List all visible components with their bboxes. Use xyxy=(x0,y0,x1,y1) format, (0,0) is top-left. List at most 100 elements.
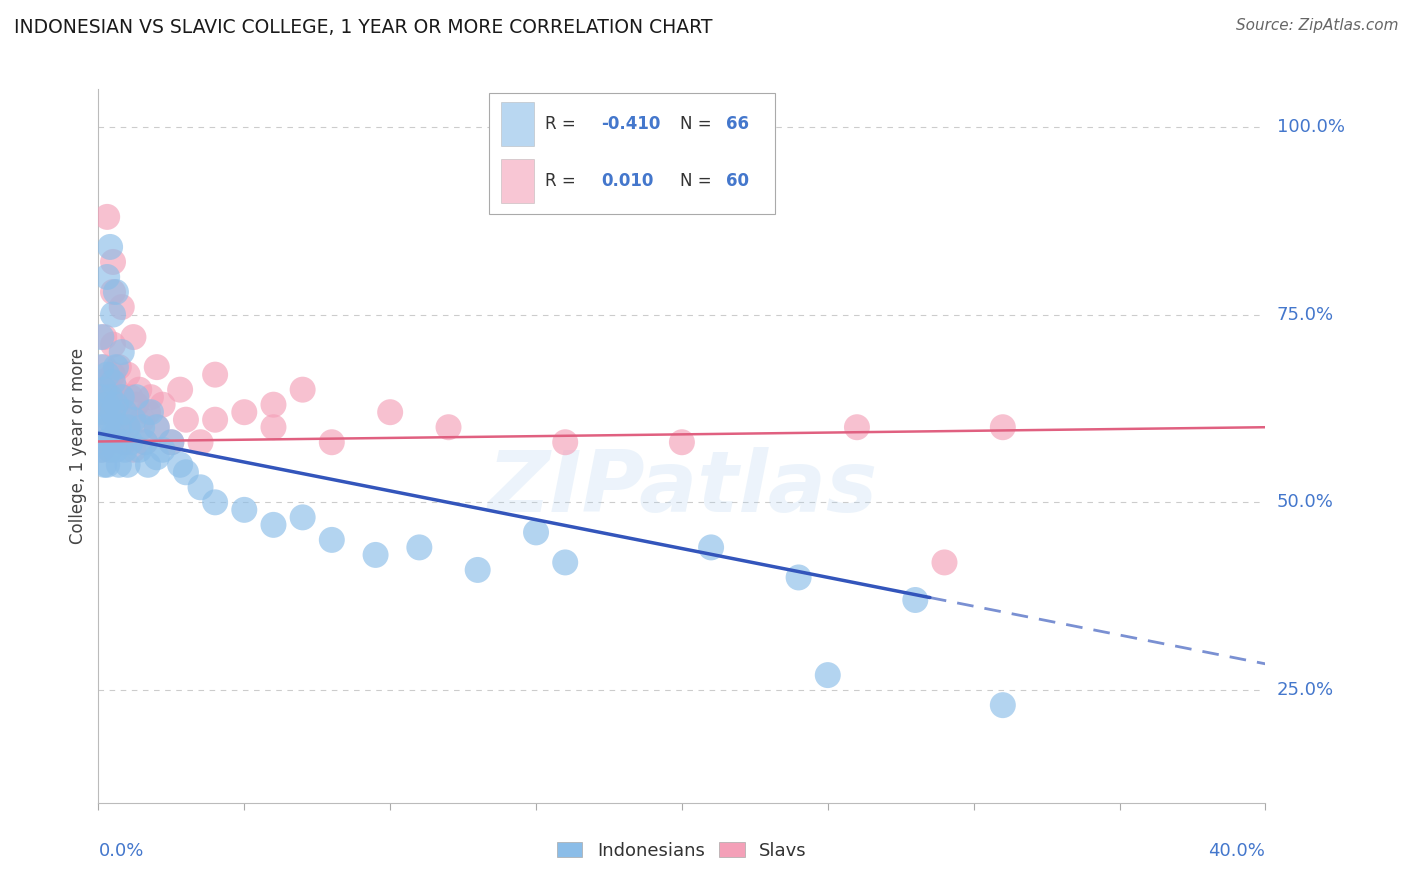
FancyBboxPatch shape xyxy=(501,159,534,203)
Point xyxy=(152,398,174,412)
Point xyxy=(408,541,430,555)
Point xyxy=(101,427,124,442)
Point xyxy=(93,330,115,344)
Point xyxy=(104,383,127,397)
Point xyxy=(98,435,121,450)
Point xyxy=(90,442,112,457)
Point xyxy=(233,503,256,517)
Point xyxy=(139,390,162,404)
Point xyxy=(380,405,402,419)
Point xyxy=(146,420,169,434)
Point xyxy=(96,375,118,389)
Point xyxy=(174,465,197,479)
Point xyxy=(96,435,118,450)
Point xyxy=(111,390,134,404)
Point xyxy=(554,435,576,450)
Point xyxy=(817,668,839,682)
Point xyxy=(93,435,115,450)
Point xyxy=(204,495,226,509)
Point xyxy=(93,360,115,375)
Point xyxy=(128,383,150,397)
Point xyxy=(96,398,118,412)
Point xyxy=(128,442,150,457)
Point xyxy=(108,458,131,472)
Point xyxy=(117,420,139,434)
Point xyxy=(93,458,115,472)
Point xyxy=(122,413,145,427)
Text: ZIPatlas: ZIPatlas xyxy=(486,447,877,531)
Point xyxy=(111,345,134,359)
Point xyxy=(125,398,148,412)
Point xyxy=(104,360,127,375)
Point xyxy=(93,383,115,397)
Point xyxy=(90,405,112,419)
Point xyxy=(114,442,136,457)
Point xyxy=(96,420,118,434)
Point xyxy=(98,442,121,457)
Point xyxy=(262,420,284,434)
Point xyxy=(104,427,127,442)
Text: N =: N = xyxy=(679,172,717,190)
Point xyxy=(98,413,121,427)
Text: 25.0%: 25.0% xyxy=(1277,681,1334,699)
Point xyxy=(991,698,1014,713)
Point xyxy=(114,435,136,450)
Point xyxy=(101,337,124,351)
Point xyxy=(134,435,156,450)
Point xyxy=(111,300,134,314)
Point xyxy=(93,390,115,404)
Point xyxy=(146,360,169,375)
Text: 60: 60 xyxy=(727,172,749,190)
Point xyxy=(96,368,118,382)
Point xyxy=(524,525,547,540)
Text: R =: R = xyxy=(546,172,586,190)
Point xyxy=(120,435,142,450)
Text: 75.0%: 75.0% xyxy=(1277,306,1334,324)
Point xyxy=(111,435,134,450)
FancyBboxPatch shape xyxy=(501,102,534,146)
Point xyxy=(233,405,256,419)
Point xyxy=(101,405,124,419)
Point xyxy=(122,330,145,344)
Point xyxy=(104,442,127,457)
Point xyxy=(90,330,112,344)
Point xyxy=(93,405,115,419)
Point xyxy=(101,405,124,419)
Text: -0.410: -0.410 xyxy=(602,115,661,133)
Point xyxy=(152,442,174,457)
Text: R =: R = xyxy=(546,115,581,133)
Point xyxy=(125,390,148,404)
Text: 40.0%: 40.0% xyxy=(1209,842,1265,860)
Point xyxy=(671,435,693,450)
Point xyxy=(136,405,159,419)
Point xyxy=(321,533,343,547)
Point xyxy=(101,368,124,382)
Point xyxy=(700,541,723,555)
Point xyxy=(90,420,112,434)
Point xyxy=(96,210,118,224)
Point xyxy=(111,390,134,404)
Point xyxy=(90,390,112,404)
Point xyxy=(104,398,127,412)
Point xyxy=(554,556,576,570)
Point xyxy=(321,435,343,450)
Point xyxy=(787,570,810,584)
Point xyxy=(108,420,131,434)
Point xyxy=(169,458,191,472)
Legend: Indonesians, Slavs: Indonesians, Slavs xyxy=(551,837,813,865)
Point xyxy=(98,383,121,397)
Point xyxy=(160,435,183,450)
Point xyxy=(934,556,956,570)
Point xyxy=(90,375,112,389)
Text: 100.0%: 100.0% xyxy=(1277,118,1344,136)
FancyBboxPatch shape xyxy=(489,93,775,214)
Point xyxy=(98,390,121,404)
Point xyxy=(262,517,284,532)
Point xyxy=(114,405,136,419)
Point xyxy=(190,435,212,450)
Text: Source: ZipAtlas.com: Source: ZipAtlas.com xyxy=(1236,18,1399,33)
Point xyxy=(146,420,169,434)
Point xyxy=(101,255,124,269)
Point xyxy=(98,240,121,254)
Point xyxy=(131,413,153,427)
